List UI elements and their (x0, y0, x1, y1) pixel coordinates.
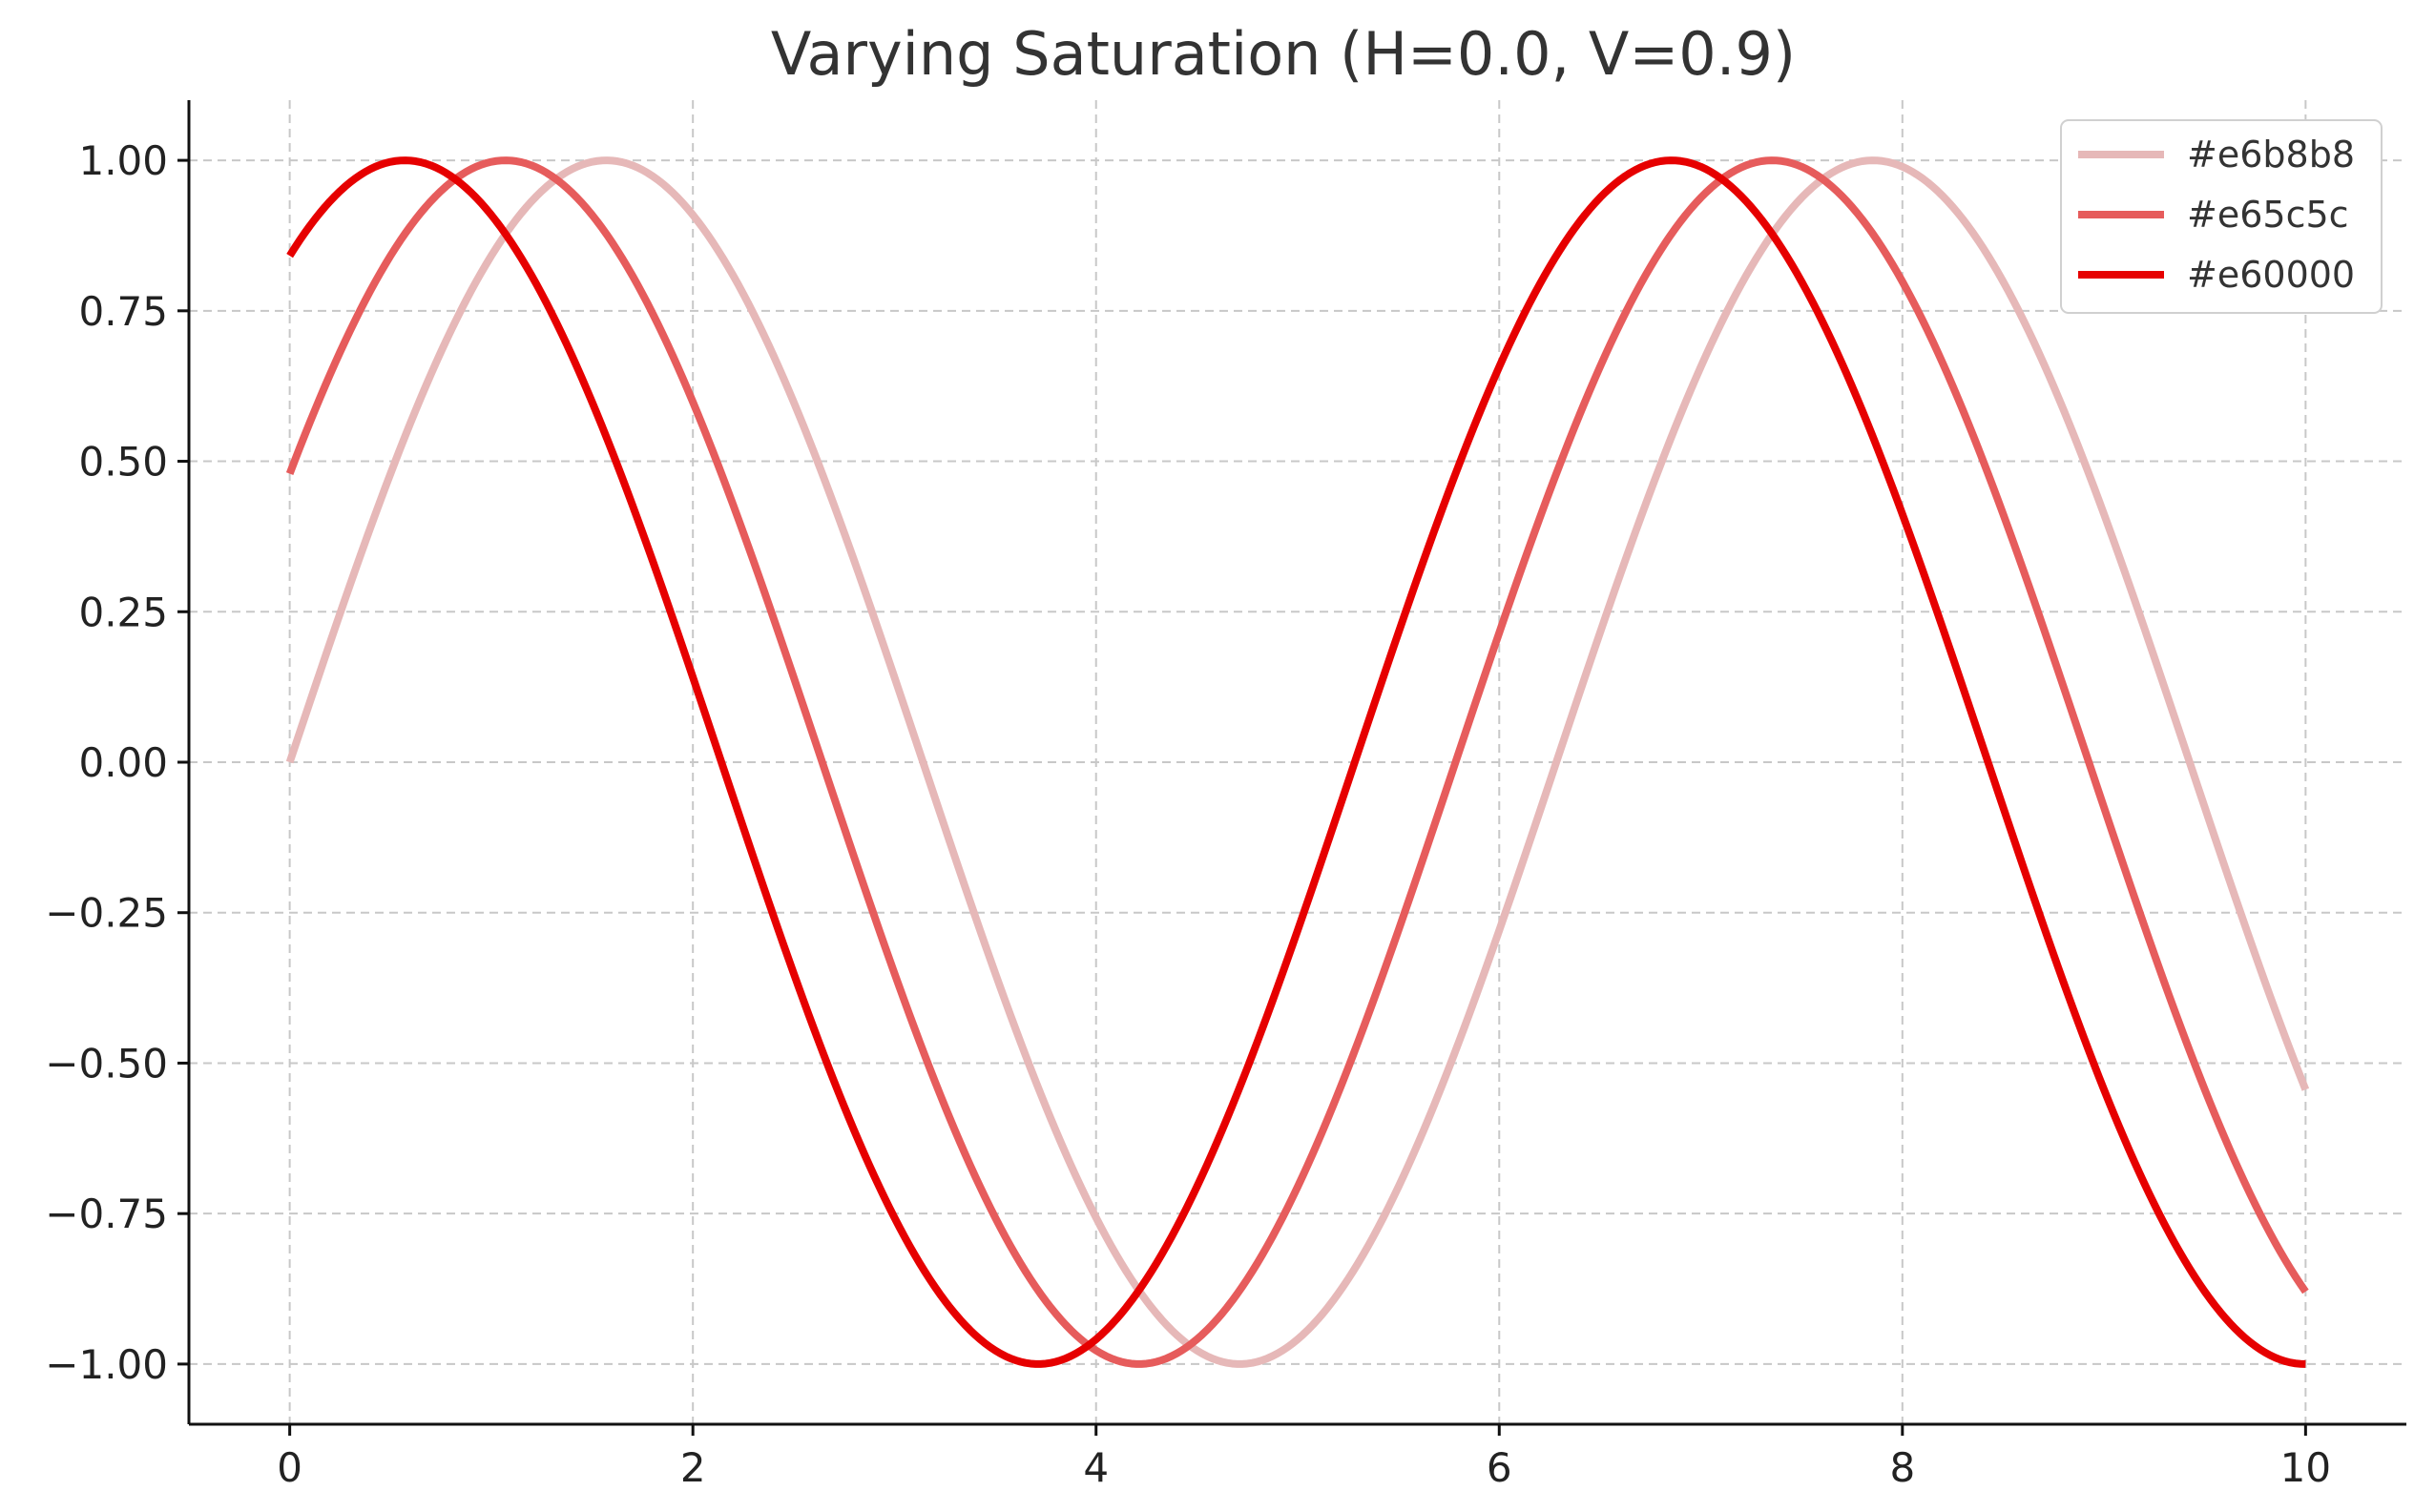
x-ticks: 0 2 4 6 8 10 (277, 1424, 2331, 1491)
x-tick-label: 8 (1889, 1444, 1915, 1491)
x-tick-label: 10 (2280, 1444, 2331, 1491)
y-tick-label: 0.00 (78, 739, 168, 786)
y-tick-label: −0.75 (45, 1191, 168, 1237)
series-line-1 (285, 156, 2310, 1368)
y-tick-label: −0.25 (45, 890, 168, 937)
y-tick-label: 0.75 (78, 288, 168, 335)
legend: #e6b8b8 #e65c5c #e60000 (2060, 119, 2383, 314)
y-tick-label: 0.50 (78, 439, 168, 486)
x-tick-label: 0 (277, 1444, 302, 1491)
legend-label-e6b8b8: #e6b8b8 (2187, 134, 2355, 176)
x-tick-label: 2 (680, 1444, 706, 1491)
y-tick-label: 1.00 (78, 137, 168, 184)
y-tick-label: 0.25 (78, 589, 168, 635)
series-line-3 (286, 156, 2306, 1368)
y-tick-label: −1.00 (45, 1341, 168, 1388)
x-tick-label: 4 (1083, 1444, 1109, 1491)
x-tick-label: 6 (1487, 1444, 1512, 1491)
legend-box (2060, 119, 2383, 314)
y-tick-label: −0.50 (45, 1040, 168, 1087)
legend-label-e65c5c: #e65c5c (2187, 194, 2349, 236)
y-ticks: 1.00 0.75 0.50 0.25 0.00 −0.25 −0.50 −0.75 −1.00 (45, 137, 189, 1388)
series-line-2 (285, 156, 2309, 1368)
legend-label-e60000: #e60000 (2187, 254, 2355, 296)
series-group (285, 156, 2310, 1368)
chart-title: Varying Saturation (H=0.0, V=0.9) (771, 19, 1796, 89)
